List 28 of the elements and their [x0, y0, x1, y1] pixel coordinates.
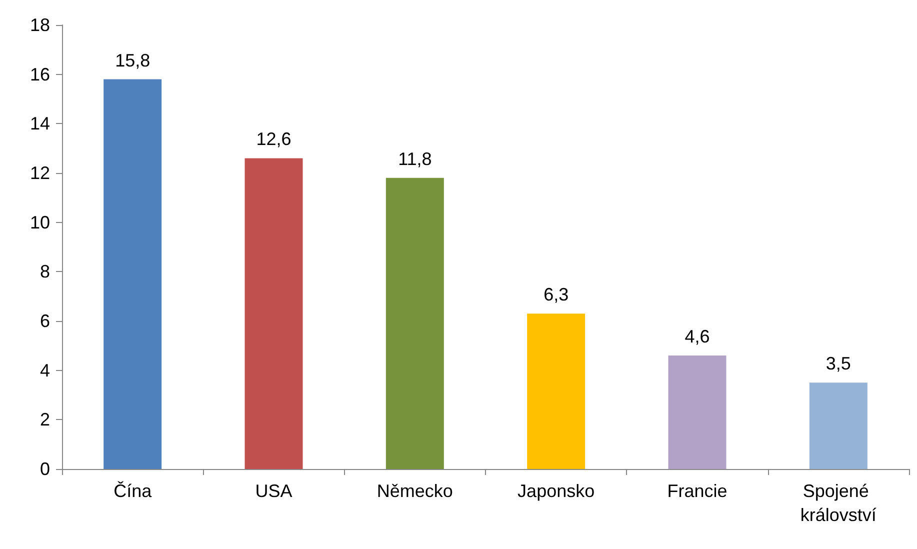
data-label: 12,6	[256, 129, 292, 150]
x-tick-label: Čína	[114, 481, 153, 501]
data-label: 3,5	[826, 354, 851, 374]
y-tick-label: 8	[40, 262, 50, 282]
x-tick-label: Spojené království	[800, 481, 876, 525]
x-tick-label: Japonsko	[518, 481, 595, 501]
data-label: 15,8	[115, 50, 150, 70]
y-tick-label: 4	[40, 360, 50, 380]
y-tick-label: 0	[40, 459, 50, 479]
bar	[386, 178, 444, 469]
y-tick-label: 2	[40, 410, 50, 430]
bar	[809, 382, 868, 469]
bar	[668, 356, 726, 469]
data-label: 11,8	[398, 148, 432, 169]
x-tick-label: Francie	[667, 481, 728, 501]
data-label: 6,3	[544, 284, 569, 305]
bar	[244, 158, 303, 469]
y-tick-label: 12	[30, 163, 50, 183]
x-tick-label: USA	[255, 481, 292, 501]
bar	[527, 314, 586, 469]
y-tick-label: 14	[30, 114, 50, 134]
y-tick-label: 10	[30, 212, 50, 232]
y-tick-label: 16	[30, 64, 50, 84]
data-label: 4,6	[684, 326, 710, 347]
bar	[104, 79, 162, 469]
y-tick-label: 6	[40, 311, 50, 331]
x-tick-label: Německo	[376, 481, 453, 501]
y-tick-label: 18	[30, 15, 50, 35]
